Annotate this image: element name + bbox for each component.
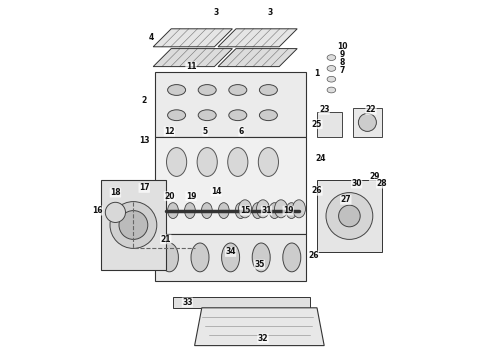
Ellipse shape — [221, 243, 240, 272]
Ellipse shape — [269, 203, 280, 219]
Polygon shape — [155, 137, 306, 234]
Ellipse shape — [229, 110, 247, 121]
Ellipse shape — [293, 200, 305, 218]
Text: 14: 14 — [211, 187, 221, 196]
Text: 20: 20 — [164, 192, 174, 201]
Ellipse shape — [229, 85, 247, 95]
Text: 1: 1 — [315, 69, 319, 78]
Polygon shape — [153, 49, 232, 67]
Ellipse shape — [258, 148, 278, 176]
Ellipse shape — [283, 243, 301, 272]
Ellipse shape — [168, 203, 178, 219]
Text: 15: 15 — [240, 206, 250, 215]
Ellipse shape — [235, 203, 246, 219]
Text: 12: 12 — [164, 127, 174, 136]
Text: 4: 4 — [149, 33, 154, 42]
Text: 28: 28 — [376, 179, 387, 188]
Text: 10: 10 — [337, 42, 347, 51]
Ellipse shape — [160, 243, 178, 272]
Ellipse shape — [119, 211, 148, 239]
Polygon shape — [101, 180, 166, 270]
Polygon shape — [218, 29, 297, 47]
Ellipse shape — [286, 203, 297, 219]
Ellipse shape — [327, 76, 336, 82]
Text: 19: 19 — [186, 192, 196, 201]
Text: 21: 21 — [161, 235, 171, 244]
Text: 34: 34 — [225, 248, 236, 256]
Polygon shape — [173, 297, 310, 308]
Ellipse shape — [110, 202, 157, 248]
Ellipse shape — [228, 148, 248, 176]
Text: 2: 2 — [142, 96, 147, 105]
Ellipse shape — [185, 203, 196, 219]
Ellipse shape — [274, 200, 288, 218]
Ellipse shape — [201, 203, 212, 219]
Text: 32: 32 — [258, 334, 268, 343]
Polygon shape — [155, 72, 306, 137]
Text: 3: 3 — [268, 8, 273, 17]
Ellipse shape — [197, 148, 217, 176]
Ellipse shape — [257, 200, 270, 218]
Text: 19: 19 — [283, 206, 294, 215]
Text: 6: 6 — [239, 127, 244, 136]
Ellipse shape — [105, 202, 125, 222]
Text: 22: 22 — [366, 105, 376, 114]
Text: 9: 9 — [340, 50, 345, 59]
Ellipse shape — [259, 110, 277, 121]
Polygon shape — [153, 29, 232, 47]
FancyBboxPatch shape — [353, 108, 382, 137]
Ellipse shape — [168, 110, 186, 121]
Polygon shape — [317, 180, 382, 252]
Ellipse shape — [252, 203, 263, 219]
Text: 24: 24 — [316, 154, 326, 163]
Ellipse shape — [239, 200, 251, 218]
Text: 33: 33 — [182, 298, 193, 307]
Text: 31: 31 — [261, 206, 272, 215]
Text: 11: 11 — [186, 62, 196, 71]
Ellipse shape — [198, 85, 216, 95]
Text: 5: 5 — [203, 127, 208, 136]
Polygon shape — [218, 49, 297, 67]
Text: 8: 8 — [340, 58, 345, 67]
Ellipse shape — [327, 87, 336, 93]
Ellipse shape — [168, 85, 186, 95]
Ellipse shape — [219, 203, 229, 219]
Ellipse shape — [191, 243, 209, 272]
Ellipse shape — [327, 66, 336, 71]
Text: 35: 35 — [254, 260, 265, 269]
Text: 26: 26 — [312, 186, 322, 195]
FancyBboxPatch shape — [317, 112, 342, 137]
Ellipse shape — [326, 193, 373, 239]
Text: 18: 18 — [110, 188, 121, 197]
Ellipse shape — [259, 85, 277, 95]
Text: 23: 23 — [319, 105, 329, 114]
Text: 3: 3 — [214, 8, 219, 17]
Ellipse shape — [252, 243, 270, 272]
Ellipse shape — [167, 148, 187, 176]
Text: 30: 30 — [351, 179, 362, 188]
Text: 26: 26 — [308, 251, 318, 260]
Text: 25: 25 — [312, 120, 322, 129]
Text: 27: 27 — [341, 195, 351, 204]
Polygon shape — [195, 308, 324, 346]
Text: 29: 29 — [369, 172, 380, 181]
Text: 13: 13 — [139, 136, 149, 145]
Ellipse shape — [358, 113, 376, 131]
Ellipse shape — [327, 55, 336, 60]
Text: 16: 16 — [92, 206, 102, 215]
Ellipse shape — [198, 110, 216, 121]
Text: 17: 17 — [139, 184, 149, 193]
Polygon shape — [155, 234, 306, 281]
Ellipse shape — [339, 205, 360, 227]
Text: 7: 7 — [340, 66, 345, 75]
